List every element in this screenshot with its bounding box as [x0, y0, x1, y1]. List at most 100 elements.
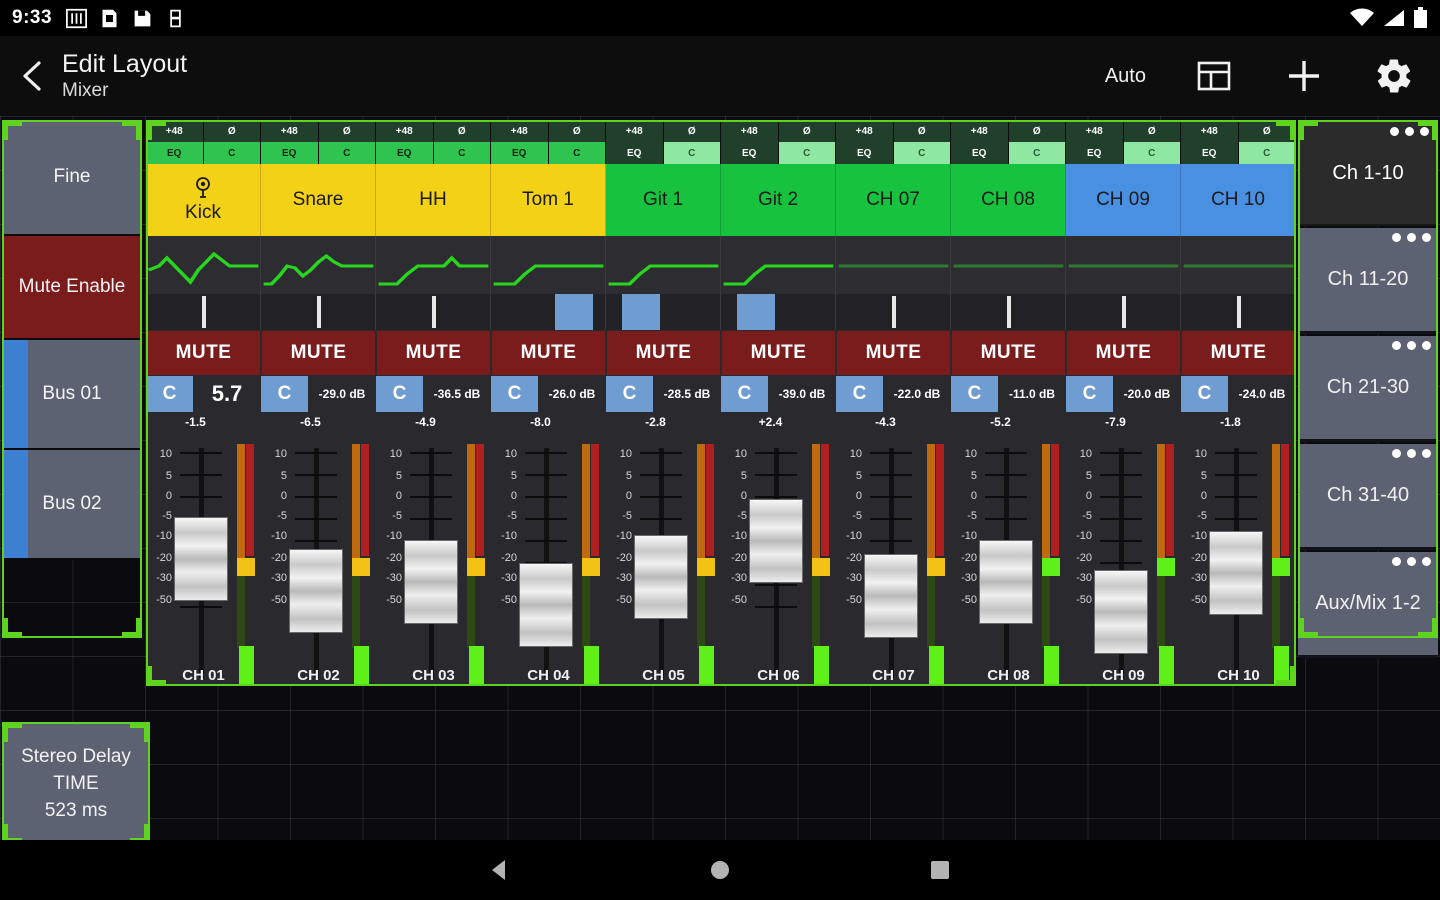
fader-knob[interactable]	[1209, 530, 1263, 615]
phase-invert-button[interactable]: Ø	[318, 120, 376, 142]
phase-invert-button[interactable]: Ø	[663, 120, 721, 142]
pan-slider[interactable]	[261, 294, 376, 330]
phantom-power-button[interactable]: +48	[376, 120, 434, 142]
fader-zone[interactable]: 10 5 0 -5 -10 -20 -30 -50 CH 10	[1181, 434, 1296, 686]
channel-level-value[interactable]: -29.0 dB	[308, 376, 376, 412]
bank-button-ch-31-40[interactable]: Ch 31-40	[1298, 444, 1438, 550]
pan-center-label[interactable]: C	[951, 376, 998, 412]
channel-level-value[interactable]: 5.7	[193, 376, 261, 412]
channel-strip[interactable]: +48 Ø EQ C CH 09 MUTE C -20.0 dB -7.9 10 5 0 -5 -10 -2…	[1066, 120, 1181, 686]
fader-knob[interactable]	[1094, 569, 1148, 654]
channel-name-button[interactable]: Git 2	[721, 164, 836, 236]
mute-button[interactable]: MUTE	[836, 330, 951, 376]
layout-canvas[interactable]: Fine Mute Enable Bus 01 Bus 02 Stereo Delay…	[0, 116, 1440, 844]
bank-button-ch-1-10[interactable]: Ch 1-10	[1298, 120, 1438, 226]
eq-toggle-button[interactable]: EQ	[146, 142, 204, 164]
mute-button[interactable]: MUTE	[1066, 330, 1181, 376]
fader-track[interactable]	[977, 448, 1035, 678]
compressor-toggle-button[interactable]: C	[1008, 142, 1066, 164]
compressor-toggle-button[interactable]: C	[203, 142, 261, 164]
channel-strip[interactable]: +48 Ø EQ C Git 1 MUTE C -28.5 dB -2.8 10 5 0 -5 -10 -2…	[606, 120, 721, 686]
pan-center-label[interactable]: C	[261, 376, 308, 412]
compressor-toggle-button[interactable]: C	[318, 142, 376, 164]
mute-button[interactable]: MUTE	[1181, 330, 1296, 376]
phase-invert-button[interactable]: Ø	[548, 120, 606, 142]
auto-button[interactable]: Auto	[1104, 64, 1146, 87]
channel-name-button[interactable]: Git 1	[606, 164, 721, 236]
pan-slider[interactable]	[951, 294, 1066, 330]
nav-back-button[interactable]	[480, 850, 520, 890]
phantom-power-button[interactable]: +48	[261, 120, 319, 142]
eq-toggle-button[interactable]: EQ	[606, 142, 664, 164]
pan-center-label[interactable]: C	[721, 376, 768, 412]
phantom-power-button[interactable]: +48	[146, 120, 204, 142]
eq-toggle-button[interactable]: EQ	[1066, 142, 1124, 164]
channel-strip[interactable]: +48 Ø EQ C Git 2 MUTE C -39.0 dB +2.4 10 5 0 -5 -10 -2…	[721, 120, 836, 686]
phantom-power-button[interactable]: +48	[606, 120, 664, 142]
bank-button-ch-21-30[interactable]: Ch 21-30	[1298, 336, 1438, 442]
mute-button[interactable]: MUTE	[491, 330, 606, 376]
mute-button[interactable]: MUTE	[951, 330, 1066, 376]
pan-center-label[interactable]: C	[1181, 376, 1228, 412]
left-widget-bus-02[interactable]: Bus 02	[2, 450, 142, 560]
fader-zone[interactable]: 10 5 0 -5 -10 -20 -30 -50 CH 02	[261, 434, 376, 686]
channel-level-value[interactable]: -36.5 dB	[423, 376, 491, 412]
compressor-toggle-button[interactable]: C	[663, 142, 721, 164]
eq-curve-display[interactable]	[1181, 236, 1296, 294]
pan-slider[interactable]	[836, 294, 951, 330]
channel-strip[interactable]: +48 Ø EQ C CH 10 MUTE C -24.0 dB -1.8 10 5 0 -5 -10 -2…	[1181, 120, 1296, 686]
fader-track[interactable]	[1092, 448, 1150, 678]
bank-options-dots-icon[interactable]	[1392, 233, 1431, 242]
bank-options-dots-icon[interactable]	[1392, 341, 1431, 350]
nav-recents-button[interactable]	[920, 850, 960, 890]
channel-strip[interactable]: +48 Ø EQ C CH 07 MUTE C -22.0 dB -4.3 10 5 0 -5 -10 -2…	[836, 120, 951, 686]
eq-curve-display[interactable]	[721, 236, 836, 294]
fader-zone[interactable]: 10 5 0 -5 -10 -20 -30 -50 CH 03	[376, 434, 491, 686]
mute-button[interactable]: MUTE	[721, 330, 836, 376]
channel-strip[interactable]: +48 Ø EQ C Snare MUTE C -29.0 dB -6.5 10 5 0 -5 -10 -2…	[261, 120, 376, 686]
layout-button[interactable]	[1192, 54, 1236, 98]
fader-zone[interactable]: 10 5 0 -5 -10 -20 -30 -50 CH 09	[1066, 434, 1181, 686]
fader-zone[interactable]: 10 5 0 -5 -10 -20 -30 -50 CH 08	[951, 434, 1066, 686]
eq-curve-display[interactable]	[261, 236, 376, 294]
fader-knob[interactable]	[749, 498, 803, 583]
bank-options-dots-icon[interactable]	[1390, 127, 1429, 136]
pan-slider[interactable]	[1181, 294, 1296, 330]
fader-knob[interactable]	[979, 540, 1033, 624]
bank-button-ch-11-20[interactable]: Ch 11-20	[1298, 228, 1438, 334]
eq-toggle-button[interactable]: EQ	[261, 142, 319, 164]
channel-level-value[interactable]: -20.0 dB	[1113, 376, 1181, 412]
fader-track[interactable]	[862, 448, 920, 678]
pan-center-label[interactable]: C	[606, 376, 653, 412]
phantom-power-button[interactable]: +48	[721, 120, 779, 142]
channel-level-value[interactable]: -28.5 dB	[653, 376, 721, 412]
fader-track[interactable]	[287, 448, 345, 678]
eq-toggle-button[interactable]: EQ	[491, 142, 549, 164]
fader-knob[interactable]	[634, 535, 688, 620]
pan-slider[interactable]	[376, 294, 491, 330]
eq-toggle-button[interactable]: EQ	[951, 142, 1009, 164]
eq-curve-display[interactable]	[491, 236, 606, 294]
bank-options-dots-icon[interactable]	[1392, 449, 1431, 458]
mute-button[interactable]: MUTE	[606, 330, 721, 376]
channel-name-button[interactable]: CH 10	[1181, 164, 1296, 236]
channel-strip[interactable]: +48 Ø EQ C HH MUTE C -36.5 dB -4.9 10 5 0 -5 -10 -20 -3…	[376, 120, 491, 686]
channel-strip[interactable]: +48 Ø EQ C Kick MUTE C 5.7 -1.5 10 5 0 -5 -10 -20 -30 -5…	[146, 120, 261, 686]
fader-knob[interactable]	[864, 553, 918, 638]
eq-toggle-button[interactable]: EQ	[836, 142, 894, 164]
fader-track[interactable]	[517, 448, 575, 678]
compressor-toggle-button[interactable]: C	[1123, 142, 1181, 164]
back-button[interactable]	[8, 48, 56, 104]
fader-knob[interactable]	[519, 563, 573, 647]
phase-invert-button[interactable]: Ø	[1238, 120, 1296, 142]
phantom-power-button[interactable]: +48	[836, 120, 894, 142]
channel-strip[interactable]: +48 Ø EQ C Tom 1 MUTE C -26.0 dB -8.0 10 5 0 -5 -10 -2…	[491, 120, 606, 686]
compressor-toggle-button[interactable]: C	[433, 142, 491, 164]
left-widget-mute-enable[interactable]: Mute Enable	[2, 236, 142, 340]
phase-invert-button[interactable]: Ø	[433, 120, 491, 142]
fader-track[interactable]	[402, 448, 460, 678]
channel-name-button[interactable]: CH 09	[1066, 164, 1181, 236]
pan-center-label[interactable]: C	[376, 376, 423, 412]
eq-toggle-button[interactable]: EQ	[1181, 142, 1239, 164]
fader-track[interactable]	[1207, 448, 1265, 678]
